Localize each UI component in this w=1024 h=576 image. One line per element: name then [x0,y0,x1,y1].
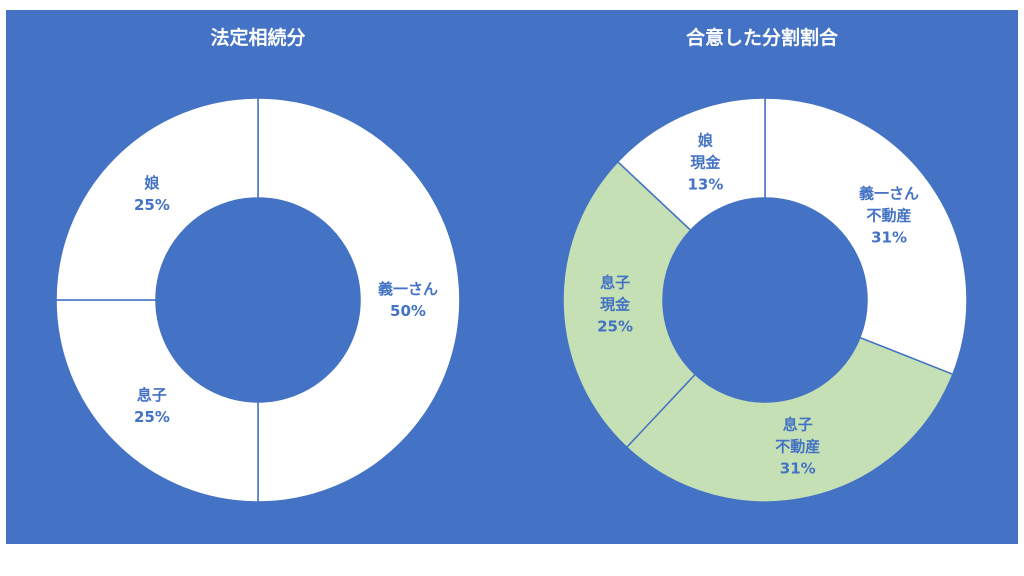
slice-name-label: 現金 [690,153,721,171]
donut-slice [616,97,766,232]
slice-name-label: 不動産 [775,437,820,455]
slice-name-label: 現金 [600,296,631,314]
slice-value-label: 50% [390,302,426,320]
donut-slice [55,97,259,301]
donut-slice [257,97,461,503]
chart-title-agreed-split: 合意した分割割合 [686,26,839,49]
donut-slice [625,336,954,503]
slice-name-label: 娘 [698,131,714,149]
slice-name-label: 息子 [783,415,813,433]
slice-value-label: 25% [134,196,170,214]
slice-name-label: 息子 [600,274,630,292]
slice-value-label: 25% [597,318,633,336]
slice-name-label: 義一さん [859,185,919,203]
slice-name-label: 不動産 [867,207,912,225]
slice-name-label: 娘 [144,174,160,192]
slice-value-label: 31% [871,229,907,247]
slice-value-label: 31% [780,459,816,477]
donut-slice [562,160,697,449]
donut-slice [55,299,259,503]
slice-value-label: 25% [134,408,170,426]
donut-chart-legal-shares: 義一さん 50% 息子 25% 娘 25% [55,97,461,503]
slice-name-label: 息子 [137,386,167,404]
slice-name-label: 義一さん [378,280,438,298]
donut-slice [764,97,968,376]
slice-value-label: 13% [687,175,723,193]
chart-title-legal-shares: 法定相続分 [210,26,305,49]
